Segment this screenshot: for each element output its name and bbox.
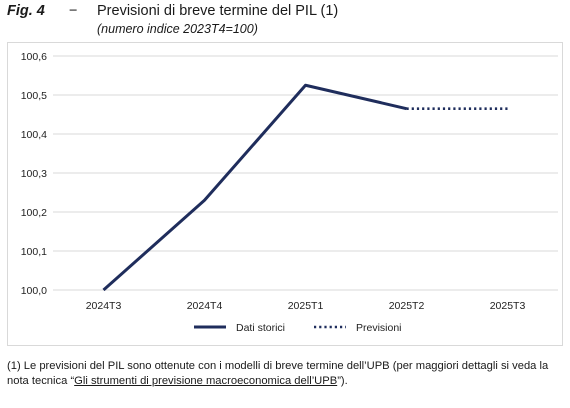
figure-dash: −	[69, 3, 78, 19]
figure-title: Previsioni di breve termine del PIL (1)	[97, 3, 339, 19]
y-tick-label: 100,2	[21, 207, 47, 219]
chart-frame: 100,0 100,1 100,2 100,3 100,4 100,5 100,6 2024…	[7, 42, 563, 346]
y-tick-label: 100,0	[21, 285, 47, 297]
x-axis-ticks: 2024T3 2024T4 2025T1 2025T2 2025T3	[86, 300, 526, 312]
gridlines	[53, 55, 558, 291]
footnote: (1) Le previsioni del PIL sono ottenute …	[7, 359, 567, 389]
x-tick-label: 2025T2	[389, 300, 425, 312]
y-tick-label: 100,3	[21, 168, 47, 180]
x-tick-label: 2025T1	[288, 300, 324, 312]
series-line-0	[102, 83, 407, 292]
y-tick-label: 100,6	[21, 51, 47, 63]
figure-header: Fig. 4 − Previsioni di breve termine del…	[7, 2, 563, 37]
figure-title-row: Fig. 4 − Previsioni di breve termine del…	[7, 2, 563, 21]
y-tick-label: 100,1	[21, 246, 47, 258]
y-tick-label: 100,4	[21, 129, 47, 141]
legend-label: Previsioni	[356, 322, 402, 334]
x-tick-label: 2025T3	[490, 300, 526, 312]
series-lines	[102, 83, 508, 292]
y-axis-ticks: 100,0 100,1 100,2 100,3 100,4 100,5 100,6	[21, 51, 47, 297]
line-chart: 100,0 100,1 100,2 100,3 100,4 100,5 100,6 2024…	[21, 51, 558, 334]
x-tick-label: 2024T3	[86, 300, 122, 312]
legend-label: Dati storici	[236, 322, 285, 334]
figure-number: Fig. 4	[7, 3, 45, 19]
figure-subtitle: (numero indice 2023T4=100)	[97, 22, 258, 36]
footnote-text-end: ”).	[337, 375, 348, 387]
x-tick-label: 2024T4	[187, 300, 223, 312]
footnote-text: (1) Le previsioni del PIL sono ottenute …	[7, 360, 549, 387]
legend: Dati storici Previsioni	[194, 322, 402, 334]
footnote-link[interactable]: Gli strumenti di previsione macroeconomi…	[74, 375, 338, 387]
y-tick-label: 100,5	[21, 90, 47, 102]
